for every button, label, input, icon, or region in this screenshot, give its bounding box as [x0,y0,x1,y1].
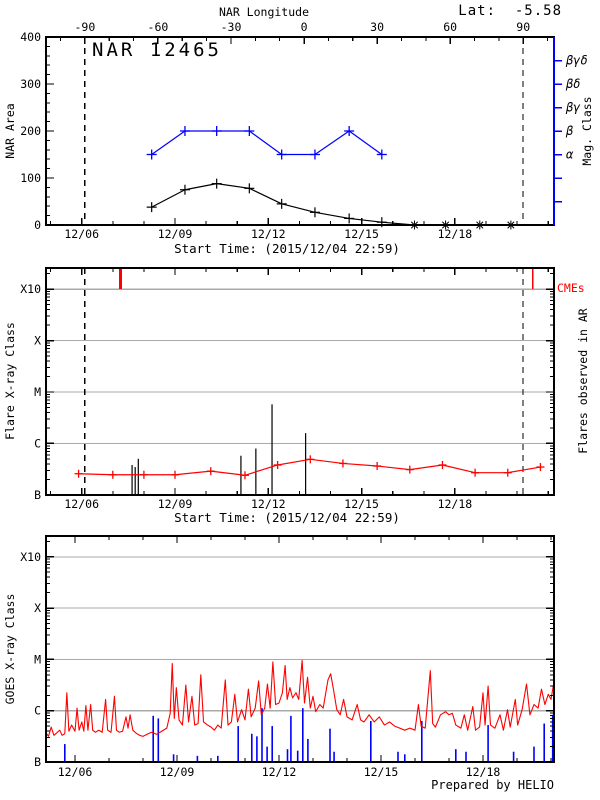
svg-text:12/06: 12/06 [64,497,99,511]
svg-text:12/15: 12/15 [344,227,379,241]
svg-text:-90: -90 [74,20,95,34]
x-axis-label-panel2: Start Time: (2015/12/04 22:59) [174,510,400,525]
svg-text:12/09: 12/09 [160,765,195,779]
credit-label: Prepared by HELIO [431,778,554,792]
right-axis-title-flares-observed: Flares observed in AR [576,308,590,453]
svg-text:12/18: 12/18 [438,227,473,241]
page-title: NAR 12465 [92,39,222,61]
goes-panel: B C M X X10 12/06 12/09 12/12 12/15 12/18 GOES X-r… [3,535,555,779]
svg-text:400: 400 [20,30,41,44]
latitude-label: Lat: -5.58 [458,3,562,19]
svg-text:12/12: 12/12 [262,765,297,779]
svg-text:0: 0 [34,218,41,232]
svg-text:30: 30 [370,20,384,34]
svg-text:12/18: 12/18 [466,765,501,779]
svg-text:C: C [34,436,41,450]
svg-text:12/06: 12/06 [64,227,99,241]
svg-text:12/15: 12/15 [344,497,379,511]
svg-text:90: 90 [516,20,530,34]
svg-text:300: 300 [20,77,41,91]
svg-text:-30: -30 [221,20,242,34]
svg-text:60: 60 [443,20,457,34]
svg-text:12/06: 12/06 [58,765,93,779]
y-axis-title-nar-area: NAR Area [3,103,17,158]
svg-text:X: X [34,601,41,615]
svg-text:α: α [566,148,574,162]
right-axis-title-mag-class: Mag. Class [580,96,594,165]
svg-text:B: B [34,755,41,769]
svg-text:M: M [34,652,41,666]
svg-text:X10: X10 [20,282,41,296]
x-axis-label-panel1: Start Time: (2015/12/04 22:59) [174,241,400,256]
svg-text:βγδ: βγδ [565,54,588,68]
svg-text:βδ: βδ [565,77,580,91]
svg-text:12/12: 12/12 [251,497,286,511]
svg-text:X10: X10 [20,550,41,564]
svg-text:12/12: 12/12 [251,227,286,241]
svg-text:12/09: 12/09 [158,497,193,511]
svg-text:β: β [565,124,574,138]
flare-class-panel: B C M X X10 12/06 12/09 12/12 12/15 12/18 Flare X-… [3,267,590,511]
svg-text:M: M [34,385,41,399]
svg-text:X: X [34,334,41,348]
top-axis-title: NAR Longitude [218,5,309,19]
svg-text:βγ: βγ [565,101,581,115]
svg-text:B: B [34,488,41,502]
y-axis-title-flare-class: Flare X-ray Class [3,322,17,440]
svg-text:12/15: 12/15 [364,765,399,779]
svg-text:0: 0 [301,20,308,34]
svg-text:-60: -60 [148,20,169,34]
cme-legend-label: CMEs [557,281,585,295]
svg-text:12/18: 12/18 [438,497,473,511]
svg-text:200: 200 [20,124,41,138]
svg-text:100: 100 [20,171,41,185]
svg-text:C: C [34,704,41,718]
svg-text:12/09: 12/09 [158,227,193,241]
y-axis-title-goes-class: GOES X-ray Class [3,594,17,705]
